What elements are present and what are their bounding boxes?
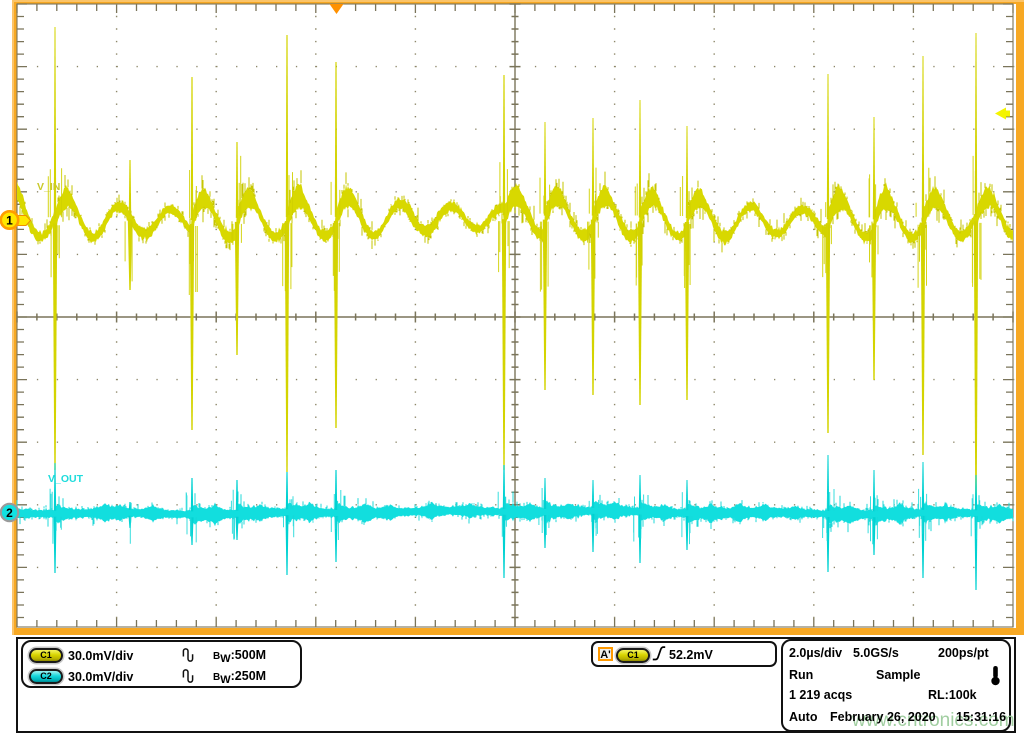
svg-text:V_OUT: V_OUT (48, 473, 84, 485)
svg-text:V_IN: V_IN (37, 181, 60, 193)
svg-text:2: 2 (6, 506, 13, 520)
svg-text:1: 1 (6, 214, 13, 228)
